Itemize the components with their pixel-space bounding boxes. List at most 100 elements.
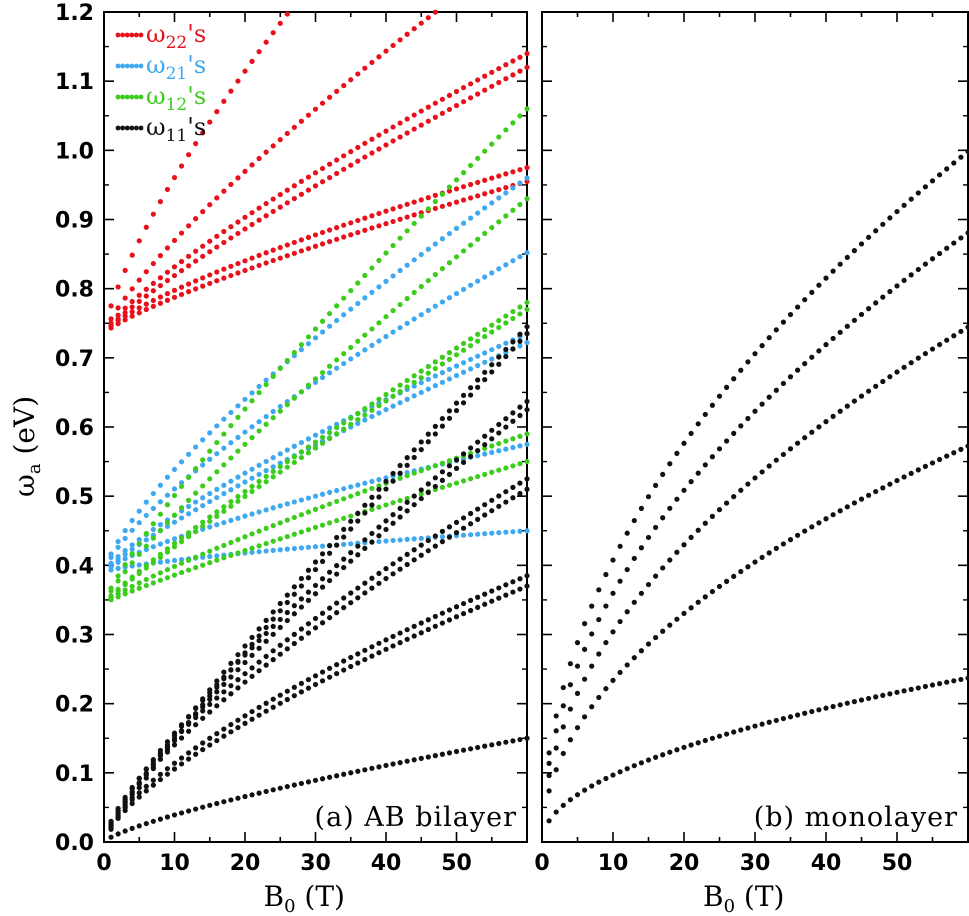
data-point: [404, 536, 410, 542]
data-point: [270, 704, 276, 710]
data-point: [489, 69, 495, 75]
data-point: [171, 572, 178, 578]
data-point: [298, 545, 304, 551]
data-point: [207, 553, 213, 560]
data-point: [468, 356, 474, 363]
data-point: [129, 583, 135, 590]
data-point: [369, 407, 375, 413]
data-point: [524, 398, 530, 405]
data-point: [404, 384, 410, 390]
data-point: [773, 545, 779, 551]
data-point: [709, 402, 716, 408]
data-point: [256, 462, 262, 468]
data-point: [475, 353, 481, 359]
data-point: [816, 282, 822, 288]
data-point: [249, 716, 255, 722]
data-point: [453, 225, 460, 231]
data-point: [143, 820, 149, 827]
data-point: [362, 65, 368, 71]
data-point: [207, 430, 213, 436]
data-point: [136, 823, 142, 829]
data-point: [617, 578, 623, 584]
data-point: [397, 216, 403, 222]
data-point: [277, 408, 283, 414]
data-point: [171, 272, 178, 279]
data-point: [851, 248, 858, 254]
data-point: [510, 72, 516, 78]
data-point: [319, 491, 326, 497]
data-point: [844, 323, 850, 329]
data-point: [284, 637, 290, 643]
data-point: [369, 265, 375, 271]
data-point: [432, 613, 438, 620]
data-point: [221, 188, 227, 194]
data-point: [667, 505, 673, 511]
data-point: [186, 750, 192, 756]
data-point: [277, 700, 283, 706]
data-point: [390, 500, 396, 506]
data-point: [411, 379, 417, 385]
series-2: [108, 9, 438, 322]
data-point: [773, 717, 779, 724]
data-point: [439, 370, 445, 376]
data-point: [376, 396, 382, 402]
data-point: [383, 478, 389, 484]
data-point: [610, 590, 616, 596]
data-point: [929, 460, 936, 466]
data-point: [214, 703, 220, 709]
data-point: [503, 438, 509, 444]
data-point: [235, 667, 241, 673]
data-point: [319, 440, 326, 446]
data-point: [143, 565, 149, 571]
data-point: [341, 658, 347, 664]
data-point: [688, 479, 694, 485]
data-point: [425, 104, 431, 110]
data-point: [880, 221, 886, 227]
data-point: [411, 547, 417, 553]
data-point: [235, 498, 241, 504]
data-point: [376, 524, 382, 530]
data-point: [383, 48, 389, 54]
data-point: [256, 49, 262, 55]
data-point: [610, 557, 616, 563]
data-point: [702, 594, 708, 600]
data-point: [397, 462, 403, 469]
data-point: [291, 195, 297, 202]
data-point: [193, 248, 199, 254]
data-point: [249, 466, 255, 472]
data-point: [122, 794, 128, 800]
data-point: [305, 341, 312, 347]
data-point: [383, 333, 389, 340]
data-point: [432, 198, 438, 205]
data-point: [171, 237, 178, 244]
data-point: [404, 214, 410, 220]
data-point: [489, 369, 495, 375]
data-point: [129, 286, 135, 292]
data-point: [460, 360, 467, 366]
data-point: [553, 713, 559, 719]
data-point: [221, 555, 227, 561]
data-point: [178, 755, 185, 761]
data-point: [858, 241, 865, 247]
data-point: [432, 114, 438, 120]
data-point: [242, 226, 248, 232]
data-point: [369, 644, 375, 650]
data-point: [186, 721, 192, 727]
data-point: [844, 403, 850, 409]
data-point: [460, 525, 467, 531]
data-point: [482, 327, 488, 333]
data-point: [249, 58, 255, 64]
data-point: [348, 232, 354, 238]
data-point: [411, 633, 417, 639]
data-point: [425, 370, 431, 376]
data-point: [348, 287, 354, 294]
data-point: [298, 529, 304, 535]
data-point: [596, 779, 602, 785]
data-point: [249, 424, 255, 430]
data-point: [242, 679, 248, 685]
legend-marker: [115, 125, 121, 131]
data-point: [446, 463, 453, 469]
data-point: [404, 758, 410, 764]
data-point: [277, 403, 283, 410]
data-point: [200, 209, 206, 215]
